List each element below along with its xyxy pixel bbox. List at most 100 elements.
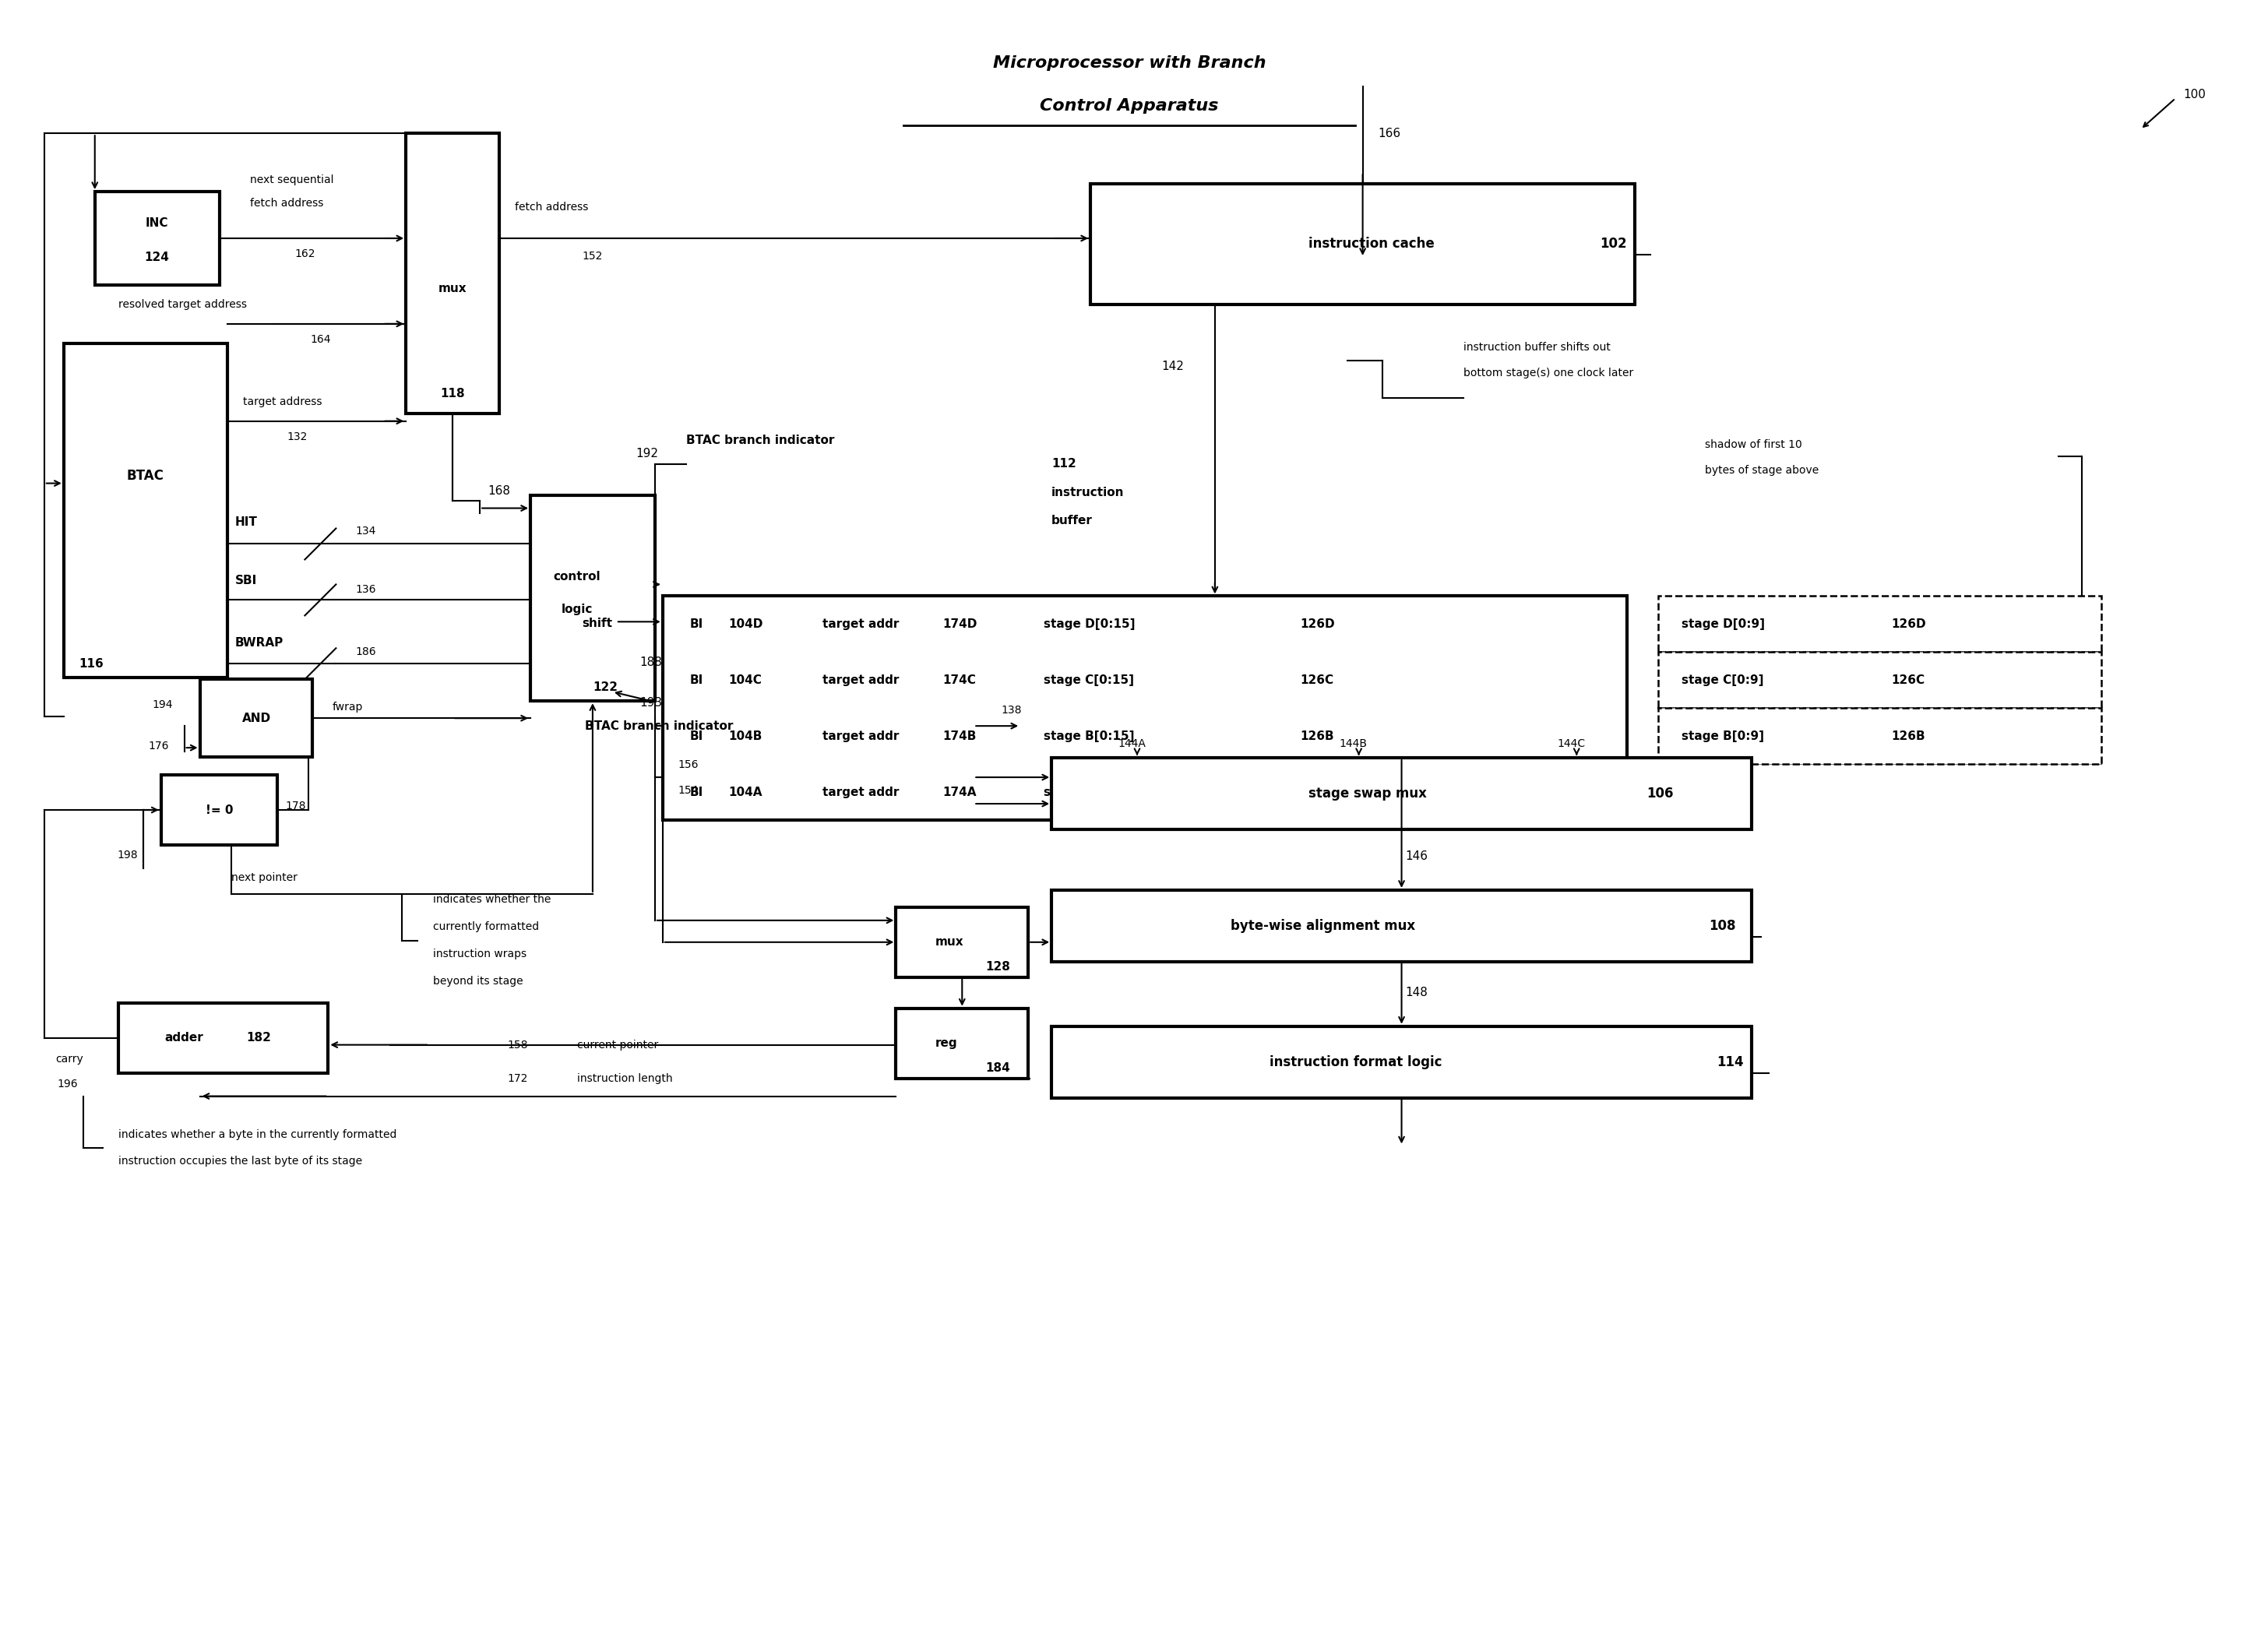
Bar (531, 495, 655, 702)
Text: logic: logic (562, 604, 592, 616)
Text: 178: 178 (286, 801, 306, 812)
Text: 196: 196 (57, 1078, 77, 1090)
Text: buffer: buffer (1052, 515, 1093, 527)
Text: BI: BI (689, 786, 703, 797)
Text: instruction length: instruction length (576, 1073, 674, 1083)
Text: 144A: 144A (1118, 738, 1145, 750)
Bar (1052, 1027, 1751, 1098)
Text: AND: AND (243, 712, 272, 725)
Text: BI: BI (689, 730, 703, 741)
Bar (896, 1009, 1027, 1078)
Text: mux: mux (438, 282, 467, 294)
Text: 104D: 104D (728, 617, 764, 631)
Text: 132: 132 (286, 431, 308, 442)
Bar (118, 1002, 329, 1073)
Bar (406, 134, 499, 413)
Bar (1658, 596, 2102, 652)
Text: 100: 100 (2184, 89, 2207, 101)
Text: 162: 162 (295, 248, 315, 259)
Text: BTAC: BTAC (127, 469, 163, 482)
Text: 128: 128 (984, 961, 1009, 972)
Bar (1052, 890, 1751, 961)
Text: 198: 198 (118, 850, 138, 860)
Text: stage C[0:9]: stage C[0:9] (1681, 674, 1765, 685)
Text: 126A: 126A (1300, 786, 1334, 797)
Text: stage C[0:15]: stage C[0:15] (1043, 674, 1134, 685)
Bar (896, 906, 1027, 977)
Text: 164: 164 (311, 334, 331, 345)
Text: stage B[0:9]: stage B[0:9] (1681, 730, 1765, 741)
Text: stage D[0:15]: stage D[0:15] (1043, 617, 1136, 631)
Text: 126B: 126B (1300, 730, 1334, 741)
Text: shadow of first 10: shadow of first 10 (1706, 439, 1803, 449)
Text: HIT: HIT (236, 517, 256, 528)
Text: instruction wraps: instruction wraps (433, 948, 526, 959)
Text: fetch address: fetch address (515, 201, 587, 213)
Text: 104A: 104A (728, 786, 762, 797)
Text: 126D: 126D (1892, 617, 1926, 631)
Text: 122: 122 (592, 682, 617, 693)
Text: 134: 134 (356, 527, 376, 537)
Text: 136: 136 (356, 584, 376, 596)
Bar (662, 596, 1626, 821)
Bar (1091, 183, 1635, 304)
Text: != 0: != 0 (206, 804, 234, 816)
Text: target addr: target addr (821, 730, 898, 741)
Bar (1052, 758, 1751, 829)
Text: stage D[0:9]: stage D[0:9] (1681, 617, 1765, 631)
Text: 194: 194 (152, 700, 172, 710)
Text: BWRAP: BWRAP (236, 637, 284, 649)
Text: 126D: 126D (1300, 617, 1336, 631)
Bar (1658, 652, 2102, 708)
Text: 146: 146 (1406, 850, 1429, 862)
Text: 124: 124 (145, 253, 170, 264)
Text: currently formatted: currently formatted (433, 921, 540, 933)
Bar (161, 774, 277, 845)
Text: target addr: target addr (821, 617, 898, 631)
Text: 154: 154 (678, 784, 699, 796)
Text: 104C: 104C (728, 674, 762, 685)
Text: control: control (553, 571, 601, 583)
Text: BTAC branch indicator: BTAC branch indicator (585, 720, 733, 731)
Text: 172: 172 (508, 1073, 528, 1083)
Bar (1658, 708, 2102, 764)
Text: 116: 116 (79, 657, 104, 670)
Text: SBI: SBI (236, 575, 256, 586)
Text: instruction format logic: instruction format logic (1270, 1055, 1442, 1068)
Text: indicates whether the: indicates whether the (433, 893, 551, 905)
Text: 192: 192 (635, 447, 658, 459)
Text: 158: 158 (508, 1040, 528, 1050)
Text: 156: 156 (678, 759, 699, 771)
Text: next pointer: next pointer (231, 872, 297, 883)
Text: 193: 193 (640, 697, 662, 708)
Text: INC: INC (145, 216, 168, 228)
Text: resolved target address: resolved target address (118, 299, 247, 310)
Text: instruction cache: instruction cache (1309, 236, 1433, 251)
Text: 112: 112 (1052, 457, 1077, 469)
Text: BTAC branch indicator: BTAC branch indicator (685, 434, 835, 446)
Text: 102: 102 (1599, 236, 1626, 251)
Text: 104B: 104B (728, 730, 762, 741)
Text: 126C: 126C (1300, 674, 1334, 685)
Text: mux: mux (934, 936, 964, 948)
Text: 188: 188 (640, 657, 662, 669)
Text: fwrap: fwrap (331, 702, 363, 713)
Text: 184: 184 (984, 1062, 1009, 1075)
Text: bottom stage(s) one clock later: bottom stage(s) one clock later (1463, 368, 1633, 378)
Text: stage B[0:15]: stage B[0:15] (1043, 730, 1134, 741)
Text: instruction buffer shifts out: instruction buffer shifts out (1463, 342, 1610, 353)
Text: bytes of stage above: bytes of stage above (1706, 464, 1819, 475)
Text: 126B: 126B (1892, 730, 1926, 741)
Bar (200, 679, 313, 758)
Text: 168: 168 (488, 485, 510, 497)
Text: 166: 166 (1379, 127, 1402, 139)
Text: 142: 142 (1161, 362, 1184, 373)
Text: Control Apparatus: Control Apparatus (1041, 99, 1218, 114)
Text: current pointer: current pointer (576, 1040, 658, 1050)
Text: 174B: 174B (943, 730, 978, 741)
Text: 148: 148 (1406, 987, 1429, 999)
Text: indicates whether a byte in the currently formatted: indicates whether a byte in the currentl… (118, 1129, 397, 1141)
Text: 186: 186 (356, 647, 376, 657)
Text: 108: 108 (1708, 920, 1735, 933)
Text: 174A: 174A (943, 786, 978, 797)
